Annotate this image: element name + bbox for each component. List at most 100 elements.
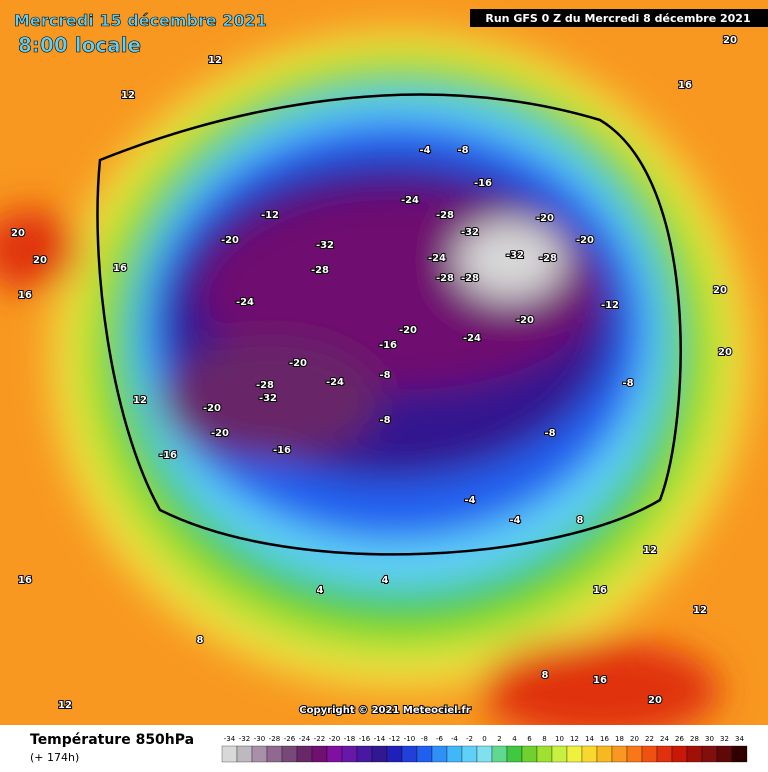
contour-label: 8: [542, 670, 549, 681]
scale-swatch: [686, 745, 703, 763]
scale-swatch: [236, 745, 253, 763]
scale-label: 10: [555, 735, 564, 743]
contour-label: 12: [208, 55, 222, 66]
scale-label: -2: [466, 735, 473, 743]
scale-label: -30: [254, 735, 265, 743]
contour-label: 16: [678, 80, 692, 91]
contour-label: 20: [723, 35, 737, 46]
color-scale: -34 -32 -30 -28 -26 -24 -22 -20 -18 -16 -14 -12 -10-…: [221, 735, 748, 763]
contour-label: 12: [643, 545, 657, 556]
scale-label: 18: [615, 735, 624, 743]
contour-label: 4: [317, 585, 324, 596]
contour-label: 16: [18, 575, 32, 586]
contour-label: -24: [463, 333, 481, 344]
scale-swatch: [551, 745, 568, 763]
scale-label: 20: [630, 735, 639, 743]
contour-label: -20: [211, 428, 229, 439]
scale-swatch: [446, 745, 463, 763]
scale-label: -6: [436, 735, 444, 743]
contour-label: -20: [516, 315, 534, 326]
scale-swatch: [311, 745, 328, 763]
contour-label: -4: [509, 515, 520, 526]
scale-swatch: [266, 745, 283, 763]
contour-label: -8: [544, 428, 555, 439]
contour-label: -20: [536, 213, 554, 224]
scale-label: 0: [482, 735, 486, 743]
scale-swatch: [641, 745, 658, 763]
contour-label: -16: [159, 450, 177, 461]
contour-label: -20: [221, 235, 239, 246]
contour-label: 20: [713, 285, 727, 296]
contour-label: 12: [58, 700, 72, 711]
date: Mercredi 15 décembre 2021: [14, 11, 267, 30]
scale-swatch: [431, 745, 448, 763]
scale-label: 26: [675, 735, 684, 743]
contour-label: -24: [326, 377, 344, 388]
scale-swatch: [401, 745, 418, 763]
contour-label: -16: [273, 445, 291, 456]
scale-swatch: [521, 745, 538, 763]
contour-label: -28: [436, 273, 454, 284]
scale-swatch: [491, 745, 508, 763]
scale-swatch: [506, 745, 523, 763]
contour-label: -28: [436, 210, 454, 221]
contour-label: -28: [311, 265, 329, 276]
contour-label: -24: [236, 297, 254, 308]
scale-swatch: [566, 745, 583, 763]
contour-label: -12: [601, 300, 619, 311]
contour-label: -8: [379, 370, 390, 381]
contour-label: 20: [718, 347, 732, 358]
scale-label: -20: [329, 735, 340, 743]
contour-label: -20: [289, 358, 307, 369]
scale-swatch: [221, 745, 238, 763]
scale-label: -4: [451, 735, 459, 743]
contour-label: -4: [464, 495, 475, 506]
scale-swatch: [371, 745, 388, 763]
contour-label: -8: [622, 378, 633, 389]
contour-label: 4: [382, 575, 389, 586]
scale-swatch: [341, 745, 358, 763]
scale-label: 28: [690, 735, 699, 743]
scale-swatch: [671, 745, 688, 763]
time: 8:00 locale: [18, 33, 141, 57]
contour-label: -8: [457, 145, 468, 156]
contour-label: -8: [379, 415, 390, 426]
scale-label: 24: [660, 735, 669, 743]
scale-label: -12: [389, 735, 400, 743]
scale-label: -28: [269, 735, 280, 743]
contour-label: -24: [401, 195, 419, 206]
scale-label: -10: [404, 735, 415, 743]
scale-label: -24: [299, 735, 311, 743]
scale-swatch: [656, 745, 673, 763]
contour-label: 8: [577, 515, 584, 526]
contour-label: 8: [197, 635, 204, 646]
scale-swatch: [326, 745, 343, 763]
scale-swatch: [626, 745, 643, 763]
scale-label: 2: [497, 735, 501, 743]
scale-swatch: [716, 745, 733, 763]
scale-label: -16: [359, 735, 371, 743]
scale-label: -32: [239, 735, 250, 743]
scale-label: 16: [600, 735, 609, 743]
scale-swatch: [416, 745, 433, 763]
copyright: Copyright © 2021 Meteociel.fr: [299, 705, 470, 716]
contour-label: 20: [648, 695, 662, 706]
contour-label: 20: [11, 228, 25, 239]
contour-label: 20: [33, 255, 47, 266]
scale-swatch: [461, 745, 478, 763]
scale-swatch: [701, 745, 718, 763]
contour-label: -16: [474, 178, 492, 189]
scale-swatch: [281, 745, 298, 763]
contour-label: -24: [428, 253, 446, 264]
contour-label: -28: [256, 380, 274, 391]
scale-label: 12: [570, 735, 579, 743]
scale-swatch: [296, 745, 313, 763]
contour-label: -32: [259, 393, 277, 404]
scale-label: 34: [735, 735, 744, 743]
run-box: [470, 9, 768, 27]
scale-label: -14: [374, 735, 386, 743]
scale-label: -22: [314, 735, 325, 743]
contour-label: -28: [461, 273, 479, 284]
scale-swatch: [731, 745, 748, 763]
